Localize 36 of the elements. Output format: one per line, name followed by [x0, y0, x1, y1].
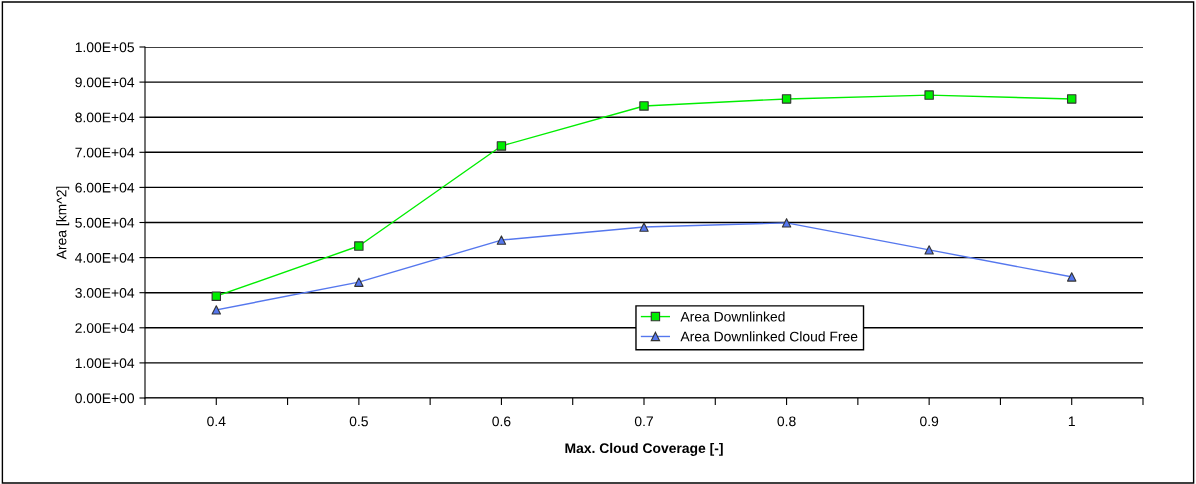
x-tick-label: 0.4 — [207, 416, 226, 427]
legend-label: Area Downlinked — [680, 311, 785, 322]
y-tick-label: 5.00E+04 — [75, 217, 135, 228]
y-tick-label: 0.00E+00 — [75, 393, 135, 404]
y-tick-label: 6.00E+04 — [75, 182, 135, 193]
point — [354, 277, 364, 287]
point — [1066, 272, 1077, 282]
point — [924, 90, 934, 100]
x-tick-label: 0.8 — [777, 416, 796, 427]
point — [781, 218, 792, 228]
x-tick-label: 0.5 — [349, 416, 368, 427]
point — [496, 141, 507, 151]
y-tick-label: 2.00E+04 — [75, 323, 135, 333]
y-tick-label: 1.00E+05 — [75, 42, 134, 53]
x-tick-label: 0.6 — [492, 416, 511, 427]
point — [354, 241, 364, 251]
y-axis-title: Area [km^2] — [56, 186, 70, 260]
x-tick-label: 0.7 — [634, 416, 653, 427]
point — [924, 245, 934, 255]
x-tick-label: 0.9 — [920, 416, 939, 427]
y-tick-label: 4.00E+04 — [75, 252, 135, 263]
point — [496, 235, 507, 245]
y-tick-label: 9.00E+04 — [75, 77, 135, 88]
point — [781, 94, 792, 104]
y-tick-label: 7.00E+04 — [75, 147, 135, 158]
point — [639, 222, 649, 232]
y-tick-label: 8.00E+04 — [75, 112, 135, 123]
point — [211, 305, 222, 315]
point — [211, 291, 222, 301]
point — [639, 101, 649, 111]
point — [1066, 94, 1077, 104]
x-axis-title: Max. Cloud Coverage [-] — [565, 442, 723, 456]
y-tick-label: 3.00E+04 — [75, 288, 135, 298]
legend-label: Area Downlinked Cloud Free — [680, 331, 858, 342]
x-tick-label: 1 — [1068, 416, 1075, 427]
y-tick-label: 1.00E+04 — [75, 358, 135, 369]
